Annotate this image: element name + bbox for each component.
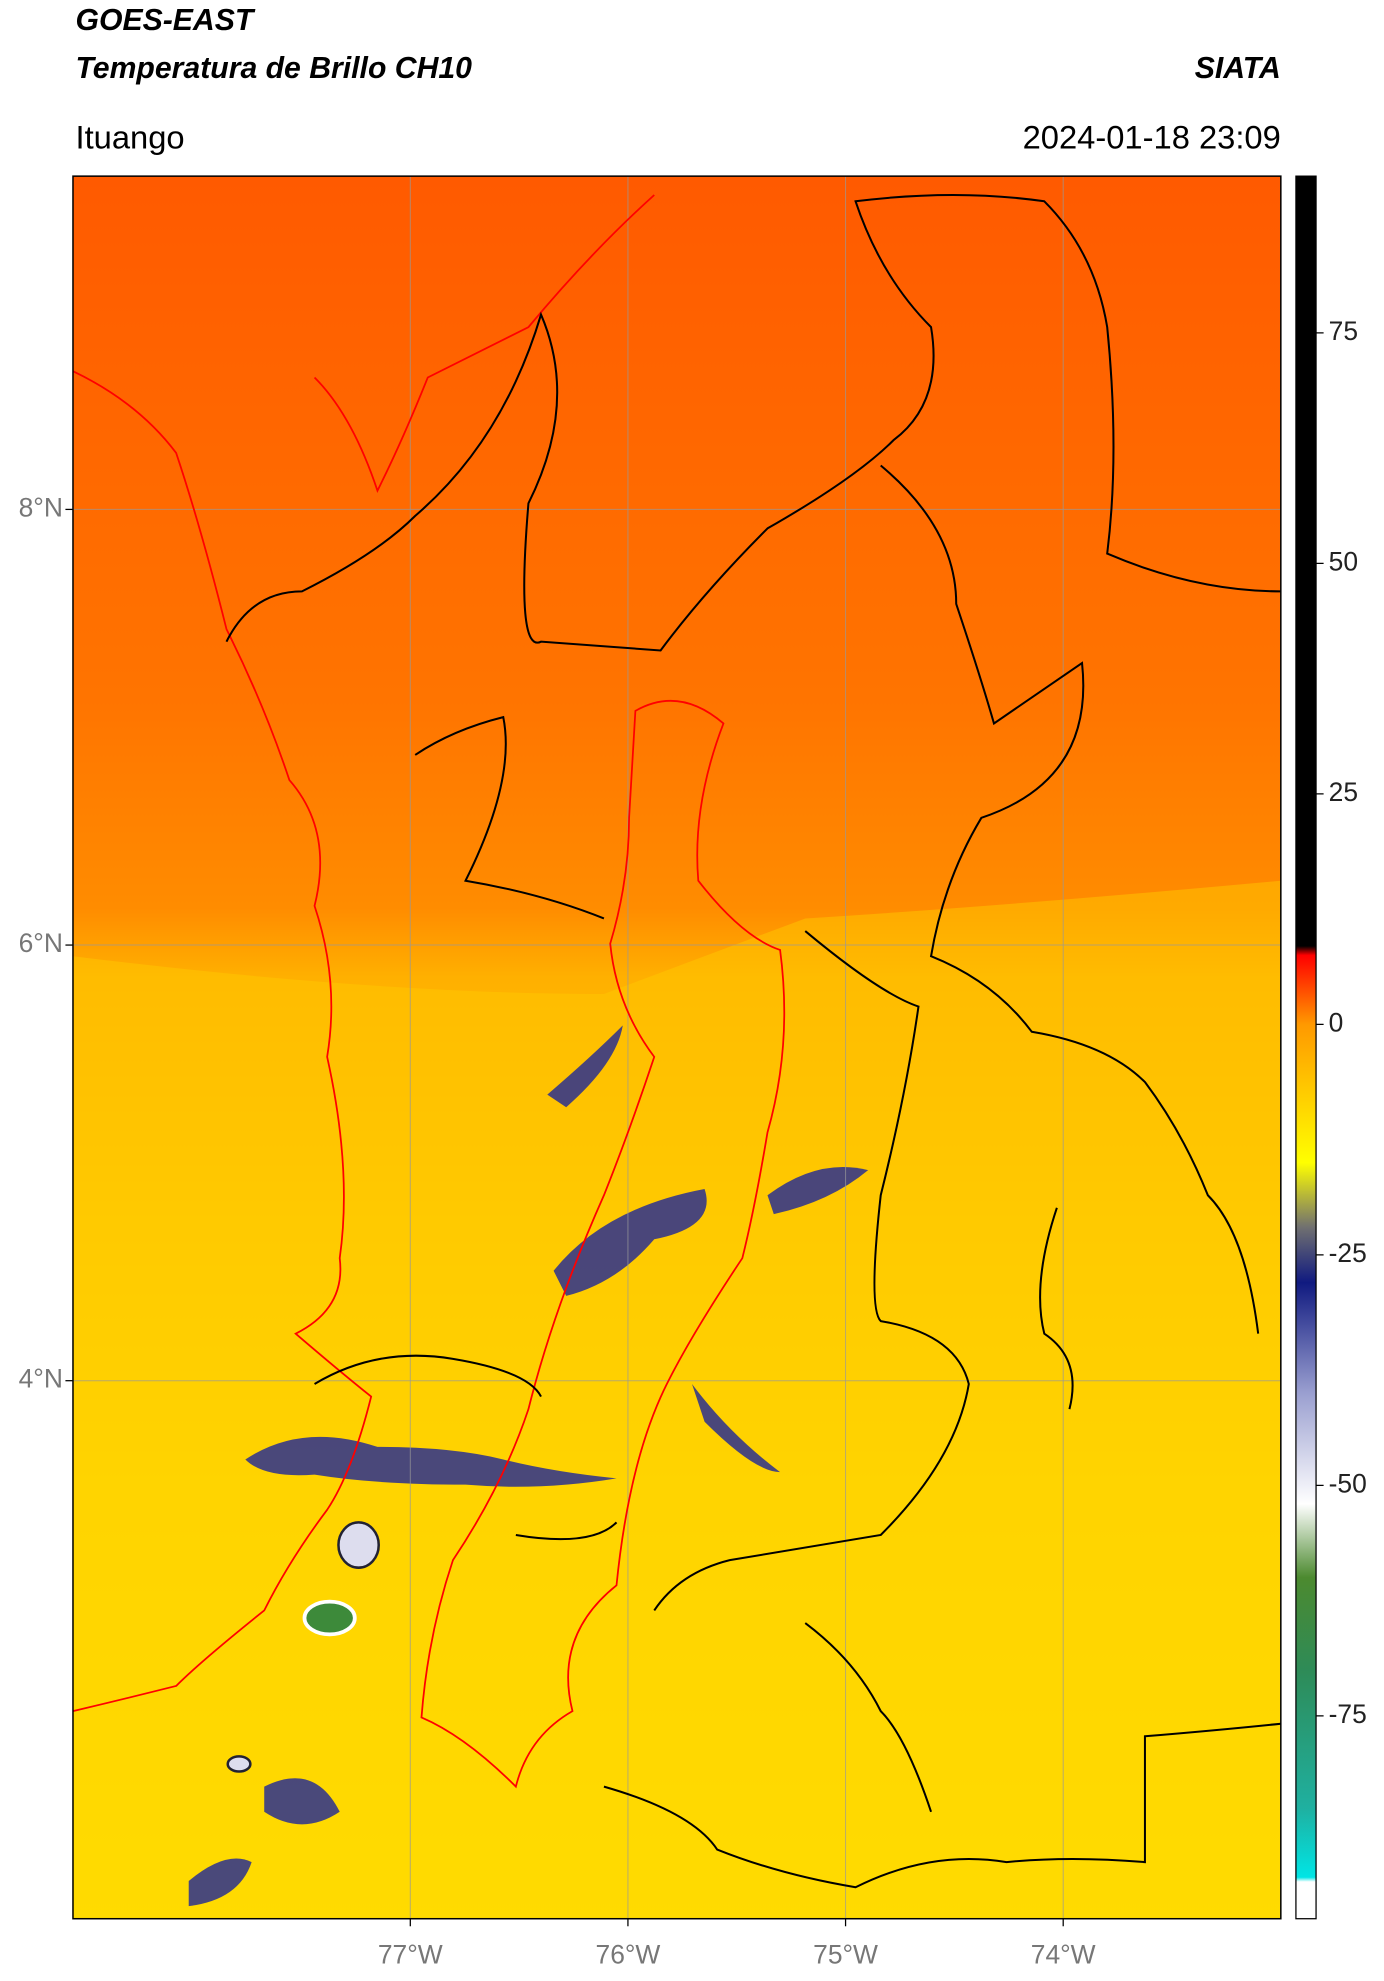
lat-label: 6°N [19,928,63,958]
coastline [313,194,655,493]
admin-border [225,194,1281,652]
cloud-tops [188,1025,869,1907]
colorbar-tick-label: 0 [1329,1007,1344,1037]
lon-label: 77°W [378,1939,443,1969]
colorbar-tick-label: -75 [1329,1699,1367,1729]
title-line1: GOES-EAST [75,4,255,37]
colorbar-tick-label: 50 [1329,546,1358,576]
location: Ituango [75,118,184,155]
colorbar: 75 50 25 0 -25 -50 -75 [1295,176,1367,1919]
cold-core [337,1521,380,1569]
admin-border [314,464,1281,1889]
title-line2: Temperatura de Brillo CH10 [75,52,472,85]
cold-core [302,1599,357,1637]
colorbar-tick-label: 75 [1329,316,1358,346]
coastline [72,370,373,1712]
lat-label: 8°N [19,492,63,522]
grid [72,176,1281,1919]
lon-label: 75°W [813,1939,878,1969]
lat-label: 4°N [19,1364,63,1394]
lon-label: 76°W [596,1939,661,1969]
colorbar-fill [1295,176,1317,1919]
colorbar-frame [1295,175,1317,1920]
cloud-field [72,880,1281,1919]
lon-label: 74°W [1031,1939,1096,1969]
datetime: 2024-01-18 23:09 [1023,118,1281,155]
colorbar-tick-label: 25 [1329,777,1358,807]
cold-core [226,1755,252,1773]
region-outline [420,700,786,1789]
map-area [72,176,1281,1919]
map-frame [72,175,1282,1920]
colorbar-tick-label: -50 [1329,1468,1367,1498]
organization: SIATA [1195,52,1281,85]
colorbar-tick-label: -25 [1329,1238,1367,1268]
